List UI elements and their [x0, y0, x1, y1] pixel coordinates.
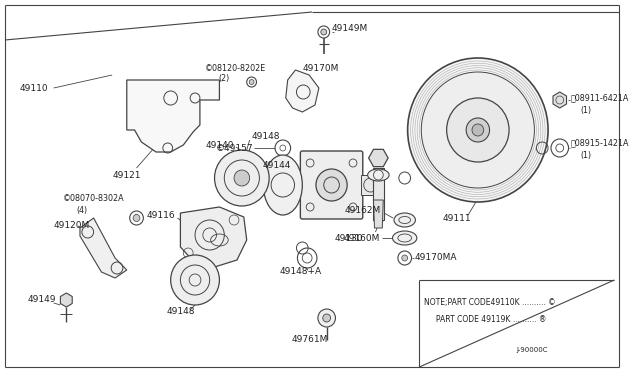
Circle shape — [408, 58, 548, 202]
Polygon shape — [285, 70, 319, 112]
Text: 49148+A: 49148+A — [279, 267, 321, 276]
Ellipse shape — [392, 231, 417, 245]
Circle shape — [321, 29, 326, 35]
Text: 49110: 49110 — [19, 83, 48, 93]
Polygon shape — [369, 149, 388, 167]
Text: 49130: 49130 — [335, 234, 364, 243]
Text: 49116: 49116 — [147, 211, 175, 219]
Circle shape — [214, 150, 269, 206]
Text: ⓜ08915-1421A: ⓜ08915-1421A — [570, 138, 629, 148]
Text: J-90000C: J-90000C — [517, 347, 548, 353]
Circle shape — [466, 118, 490, 142]
Circle shape — [472, 124, 484, 136]
Text: (4): (4) — [76, 205, 87, 215]
Text: 49160M: 49160M — [344, 234, 380, 243]
Ellipse shape — [394, 213, 415, 227]
Text: PART CODE 49119K .......... ®: PART CODE 49119K .......... ® — [424, 315, 547, 324]
Text: 49149M: 49149M — [332, 23, 368, 32]
Circle shape — [323, 314, 331, 322]
Text: ©08070-8302A: ©08070-8302A — [63, 193, 124, 202]
Text: NOTE;PART CODE49110K .......... ©: NOTE;PART CODE49110K .......... © — [424, 298, 556, 307]
Text: ⓝ08911-6421A: ⓝ08911-6421A — [570, 93, 629, 103]
Text: (1): (1) — [580, 106, 591, 115]
Text: (2): (2) — [218, 74, 230, 83]
Text: 49121: 49121 — [113, 170, 141, 180]
Polygon shape — [180, 207, 247, 267]
Text: 49170MA: 49170MA — [415, 253, 457, 263]
Polygon shape — [374, 200, 383, 228]
Text: 49170M: 49170M — [302, 64, 339, 73]
Text: ©08120-8202E: ©08120-8202E — [205, 64, 266, 73]
Circle shape — [402, 255, 408, 261]
Text: ©49157: ©49157 — [216, 144, 253, 153]
Text: 49761M: 49761M — [292, 336, 328, 344]
Text: 49162M: 49162M — [344, 205, 380, 215]
Circle shape — [447, 98, 509, 162]
Polygon shape — [60, 293, 72, 307]
Circle shape — [249, 80, 254, 84]
Ellipse shape — [367, 169, 389, 181]
Text: 49148: 49148 — [252, 131, 280, 141]
Polygon shape — [372, 168, 384, 220]
FancyBboxPatch shape — [300, 151, 363, 219]
Polygon shape — [361, 175, 378, 195]
Circle shape — [421, 72, 534, 188]
Ellipse shape — [263, 155, 302, 215]
Circle shape — [133, 215, 140, 221]
Text: 49111: 49111 — [442, 214, 470, 222]
Polygon shape — [80, 218, 127, 278]
Polygon shape — [553, 92, 566, 108]
Text: 49140: 49140 — [205, 141, 234, 150]
Text: (1): (1) — [580, 151, 591, 160]
Circle shape — [316, 169, 347, 201]
Circle shape — [171, 255, 220, 305]
Text: 49120M: 49120M — [54, 221, 90, 230]
Polygon shape — [127, 80, 220, 152]
Text: 49144: 49144 — [262, 160, 291, 170]
Text: 49148: 49148 — [166, 308, 195, 317]
Circle shape — [318, 309, 335, 327]
Text: 49149: 49149 — [28, 295, 56, 305]
Circle shape — [234, 170, 250, 186]
